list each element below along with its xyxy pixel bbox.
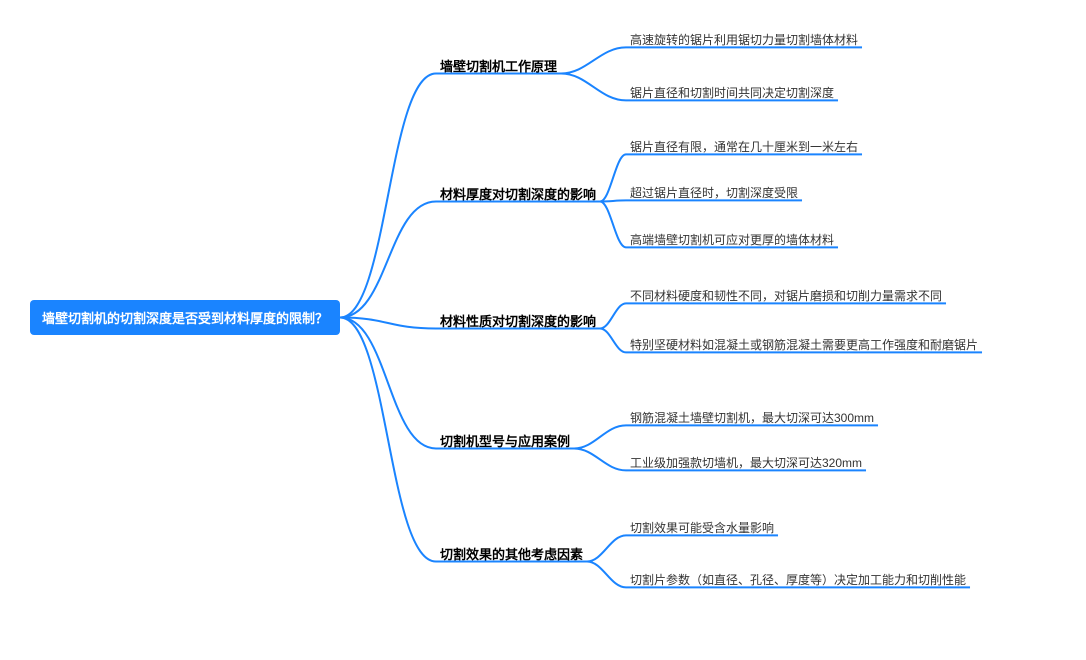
connector [587, 562, 626, 588]
connector [561, 74, 626, 101]
leaf-label: 锯片直径有限，通常在几十厘米到一米左右 [630, 139, 858, 156]
leaf-label: 高速旋转的锯片利用锯切力量切割墙体材料 [630, 32, 858, 49]
branch-label: 切割机型号与应用案例 [440, 431, 570, 450]
leaf-node[interactable]: 高速旋转的锯片利用锯切力量切割墙体材料 [630, 32, 858, 49]
branch-node[interactable]: 材料性质对切割深度的影响 [440, 311, 596, 330]
connector [574, 425, 626, 448]
leaf-label: 高端墙壁切割机可应对更厚的墙体材料 [630, 232, 834, 249]
connector [340, 318, 436, 449]
branch-label: 材料厚度对切割深度的影响 [440, 184, 596, 203]
leaf-label: 工业级加强款切墙机，最大切深可达320mm [630, 455, 862, 472]
leaf-node[interactable]: 超过锯片直径时，切割深度受限 [630, 185, 798, 202]
leaf-node[interactable]: 工业级加强款切墙机，最大切深可达320mm [630, 455, 862, 472]
branch-node[interactable]: 材料厚度对切割深度的影响 [440, 184, 596, 203]
branch-label: 切割效果的其他考虑因素 [440, 544, 583, 563]
connector [587, 535, 626, 561]
leaf-label: 特别坚硬材料如混凝土或钢筋混凝土需要更高工作强度和耐磨锯片 [630, 337, 978, 354]
connector [600, 303, 626, 328]
connector [340, 74, 436, 318]
connector [600, 154, 626, 201]
leaf-label: 钢筋混凝土墙壁切割机，最大切深可达300mm [630, 410, 874, 427]
connector [600, 200, 626, 201]
leaf-label: 切割效果可能受含水量影响 [630, 520, 774, 537]
leaf-node[interactable]: 锯片直径和切割时间共同决定切割深度 [630, 85, 834, 102]
branch-label: 材料性质对切割深度的影响 [440, 311, 596, 330]
leaf-label: 锯片直径和切割时间共同决定切割深度 [630, 85, 834, 102]
connector [600, 329, 626, 353]
leaf-node[interactable]: 锯片直径有限，通常在几十厘米到一米左右 [630, 139, 858, 156]
leaf-node[interactable]: 切割效果可能受含水量影响 [630, 520, 774, 537]
connector [340, 318, 436, 562]
leaf-node[interactable]: 特别坚硬材料如混凝土或钢筋混凝土需要更高工作强度和耐磨锯片 [630, 337, 978, 354]
connector [561, 47, 626, 73]
connector [574, 449, 626, 471]
leaf-node[interactable]: 高端墙壁切割机可应对更厚的墙体材料 [630, 232, 834, 249]
connector [600, 202, 626, 248]
leaf-label: 不同材料硬度和韧性不同，对锯片磨损和切削力量需求不同 [630, 288, 942, 305]
branch-node[interactable]: 墙壁切割机工作原理 [440, 56, 557, 75]
leaf-label: 超过锯片直径时，切割深度受限 [630, 185, 798, 202]
root-label: 墙壁切割机的切割深度是否受到材料厚度的限制？ [42, 308, 328, 327]
leaf-node[interactable]: 切割片参数（如直径、孔径、厚度等）决定加工能力和切削性能 [630, 572, 966, 589]
leaf-label: 切割片参数（如直径、孔径、厚度等）决定加工能力和切削性能 [630, 572, 966, 589]
branch-label: 墙壁切割机工作原理 [440, 56, 557, 75]
root-node[interactable]: 墙壁切割机的切割深度是否受到材料厚度的限制？ [30, 300, 340, 335]
connector [340, 202, 436, 318]
branch-node[interactable]: 切割效果的其他考虑因素 [440, 544, 583, 563]
branch-node[interactable]: 切割机型号与应用案例 [440, 431, 570, 450]
leaf-node[interactable]: 不同材料硬度和韧性不同，对锯片磨损和切削力量需求不同 [630, 288, 942, 305]
leaf-node[interactable]: 钢筋混凝土墙壁切割机，最大切深可达300mm [630, 410, 874, 427]
